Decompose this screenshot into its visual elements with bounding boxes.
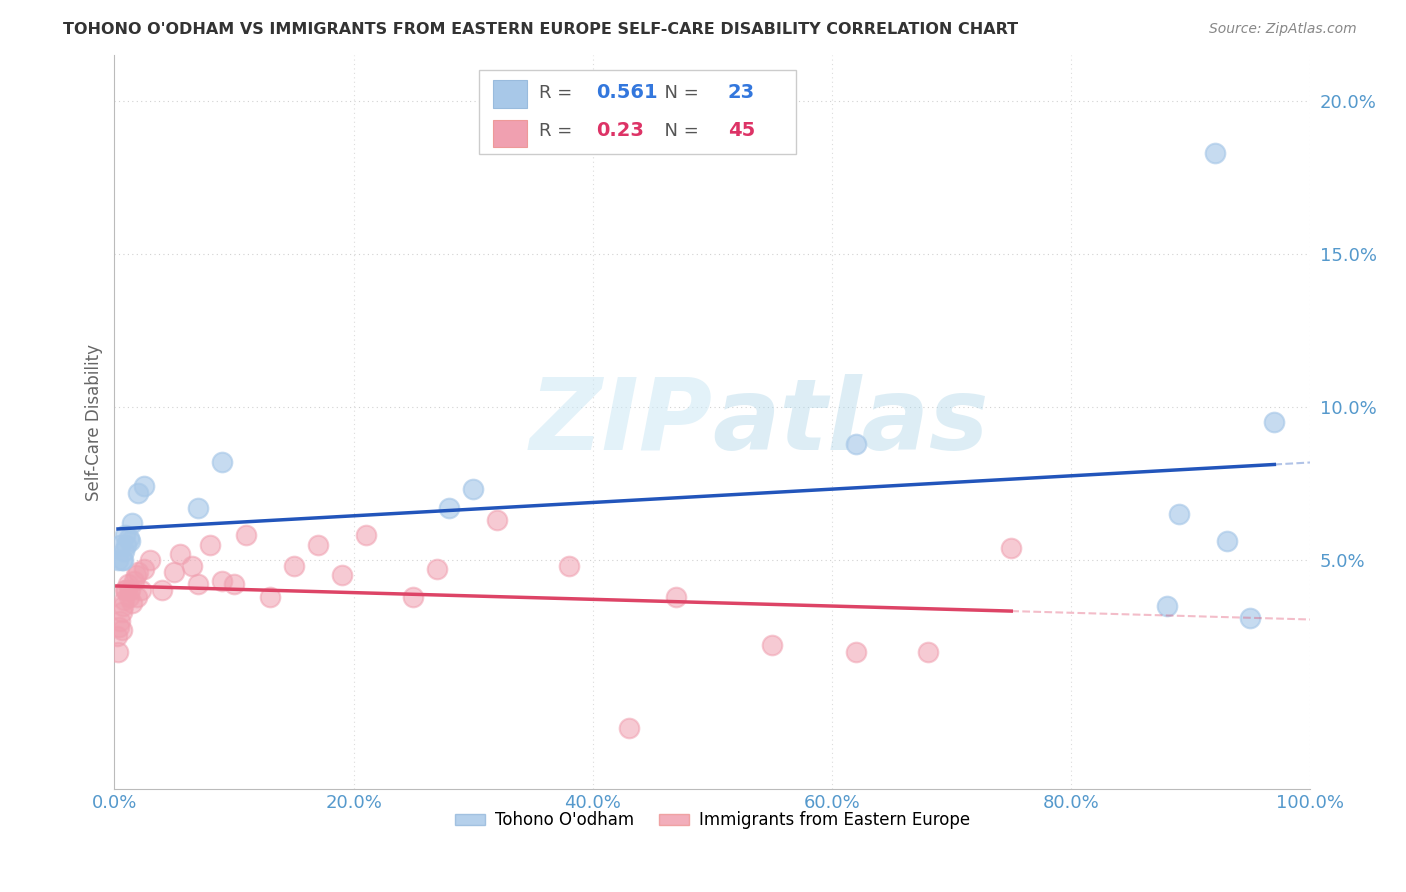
Text: N =: N = bbox=[652, 84, 704, 102]
Point bbox=[307, 537, 329, 551]
Point bbox=[110, 553, 132, 567]
Point bbox=[1215, 534, 1237, 549]
Point bbox=[169, 547, 191, 561]
Point bbox=[163, 565, 186, 579]
FancyBboxPatch shape bbox=[494, 80, 527, 108]
Point bbox=[112, 543, 135, 558]
Point bbox=[235, 528, 257, 542]
Point bbox=[121, 596, 143, 610]
Point bbox=[118, 583, 141, 598]
Point bbox=[1263, 415, 1285, 429]
Point bbox=[181, 558, 204, 573]
Text: atlas: atlas bbox=[713, 374, 988, 471]
Point bbox=[118, 532, 141, 546]
Point bbox=[117, 577, 139, 591]
Point bbox=[105, 629, 128, 643]
Point bbox=[121, 516, 143, 530]
Point bbox=[402, 590, 425, 604]
Point bbox=[665, 590, 688, 604]
Point bbox=[222, 577, 245, 591]
Point bbox=[108, 620, 131, 634]
Point bbox=[107, 644, 129, 658]
Point bbox=[761, 639, 783, 653]
Point bbox=[139, 553, 162, 567]
Point bbox=[439, 500, 461, 515]
Point bbox=[558, 558, 581, 573]
Point bbox=[118, 590, 141, 604]
Point bbox=[110, 614, 132, 628]
Point bbox=[134, 479, 156, 493]
Text: TOHONO O'ODHAM VS IMMIGRANTS FROM EASTERN EUROPE SELF-CARE DISABILITY CORRELATIO: TOHONO O'ODHAM VS IMMIGRANTS FROM EASTER… bbox=[63, 22, 1018, 37]
Text: Source: ZipAtlas.com: Source: ZipAtlas.com bbox=[1209, 22, 1357, 37]
Point bbox=[845, 644, 868, 658]
Point bbox=[1156, 599, 1178, 613]
Point bbox=[112, 592, 135, 607]
Point bbox=[118, 534, 141, 549]
Point bbox=[283, 558, 305, 573]
Point bbox=[354, 528, 377, 542]
FancyBboxPatch shape bbox=[479, 70, 796, 154]
Point bbox=[917, 644, 939, 658]
Point bbox=[110, 537, 132, 551]
Point bbox=[111, 553, 134, 567]
Text: 45: 45 bbox=[728, 121, 755, 140]
Text: R =: R = bbox=[538, 84, 578, 102]
Point bbox=[426, 562, 449, 576]
Point bbox=[110, 605, 132, 619]
Y-axis label: Self-Care Disability: Self-Care Disability bbox=[86, 343, 103, 500]
Point bbox=[845, 436, 868, 450]
Point bbox=[463, 483, 485, 497]
FancyBboxPatch shape bbox=[494, 120, 527, 147]
Point bbox=[115, 537, 138, 551]
Text: N =: N = bbox=[652, 121, 704, 140]
Point bbox=[125, 568, 148, 582]
Point bbox=[115, 583, 138, 598]
Point bbox=[187, 577, 209, 591]
Text: R =: R = bbox=[538, 121, 578, 140]
Point bbox=[107, 553, 129, 567]
Point bbox=[1167, 507, 1189, 521]
Point bbox=[111, 599, 134, 613]
Point bbox=[110, 623, 132, 637]
Point bbox=[1000, 541, 1022, 555]
Point bbox=[1204, 146, 1226, 161]
Text: 0.561: 0.561 bbox=[596, 83, 658, 102]
Point bbox=[114, 583, 136, 598]
Point bbox=[198, 537, 221, 551]
Point bbox=[187, 500, 209, 515]
Point bbox=[330, 568, 353, 582]
Point bbox=[127, 485, 149, 500]
Point bbox=[129, 583, 152, 598]
Text: 23: 23 bbox=[728, 83, 755, 102]
Point bbox=[486, 513, 509, 527]
Legend: Tohono O'odham, Immigrants from Eastern Europe: Tohono O'odham, Immigrants from Eastern … bbox=[449, 805, 977, 836]
Point bbox=[127, 565, 149, 579]
Text: ZIP: ZIP bbox=[529, 374, 713, 471]
Point bbox=[259, 590, 281, 604]
Point bbox=[127, 590, 149, 604]
Point bbox=[1239, 611, 1261, 625]
Point bbox=[150, 583, 173, 598]
Point bbox=[122, 574, 145, 589]
Point bbox=[211, 455, 233, 469]
Point bbox=[617, 721, 640, 735]
Point bbox=[114, 528, 136, 542]
Point bbox=[211, 574, 233, 589]
Point bbox=[134, 562, 156, 576]
Text: 0.23: 0.23 bbox=[596, 121, 644, 140]
